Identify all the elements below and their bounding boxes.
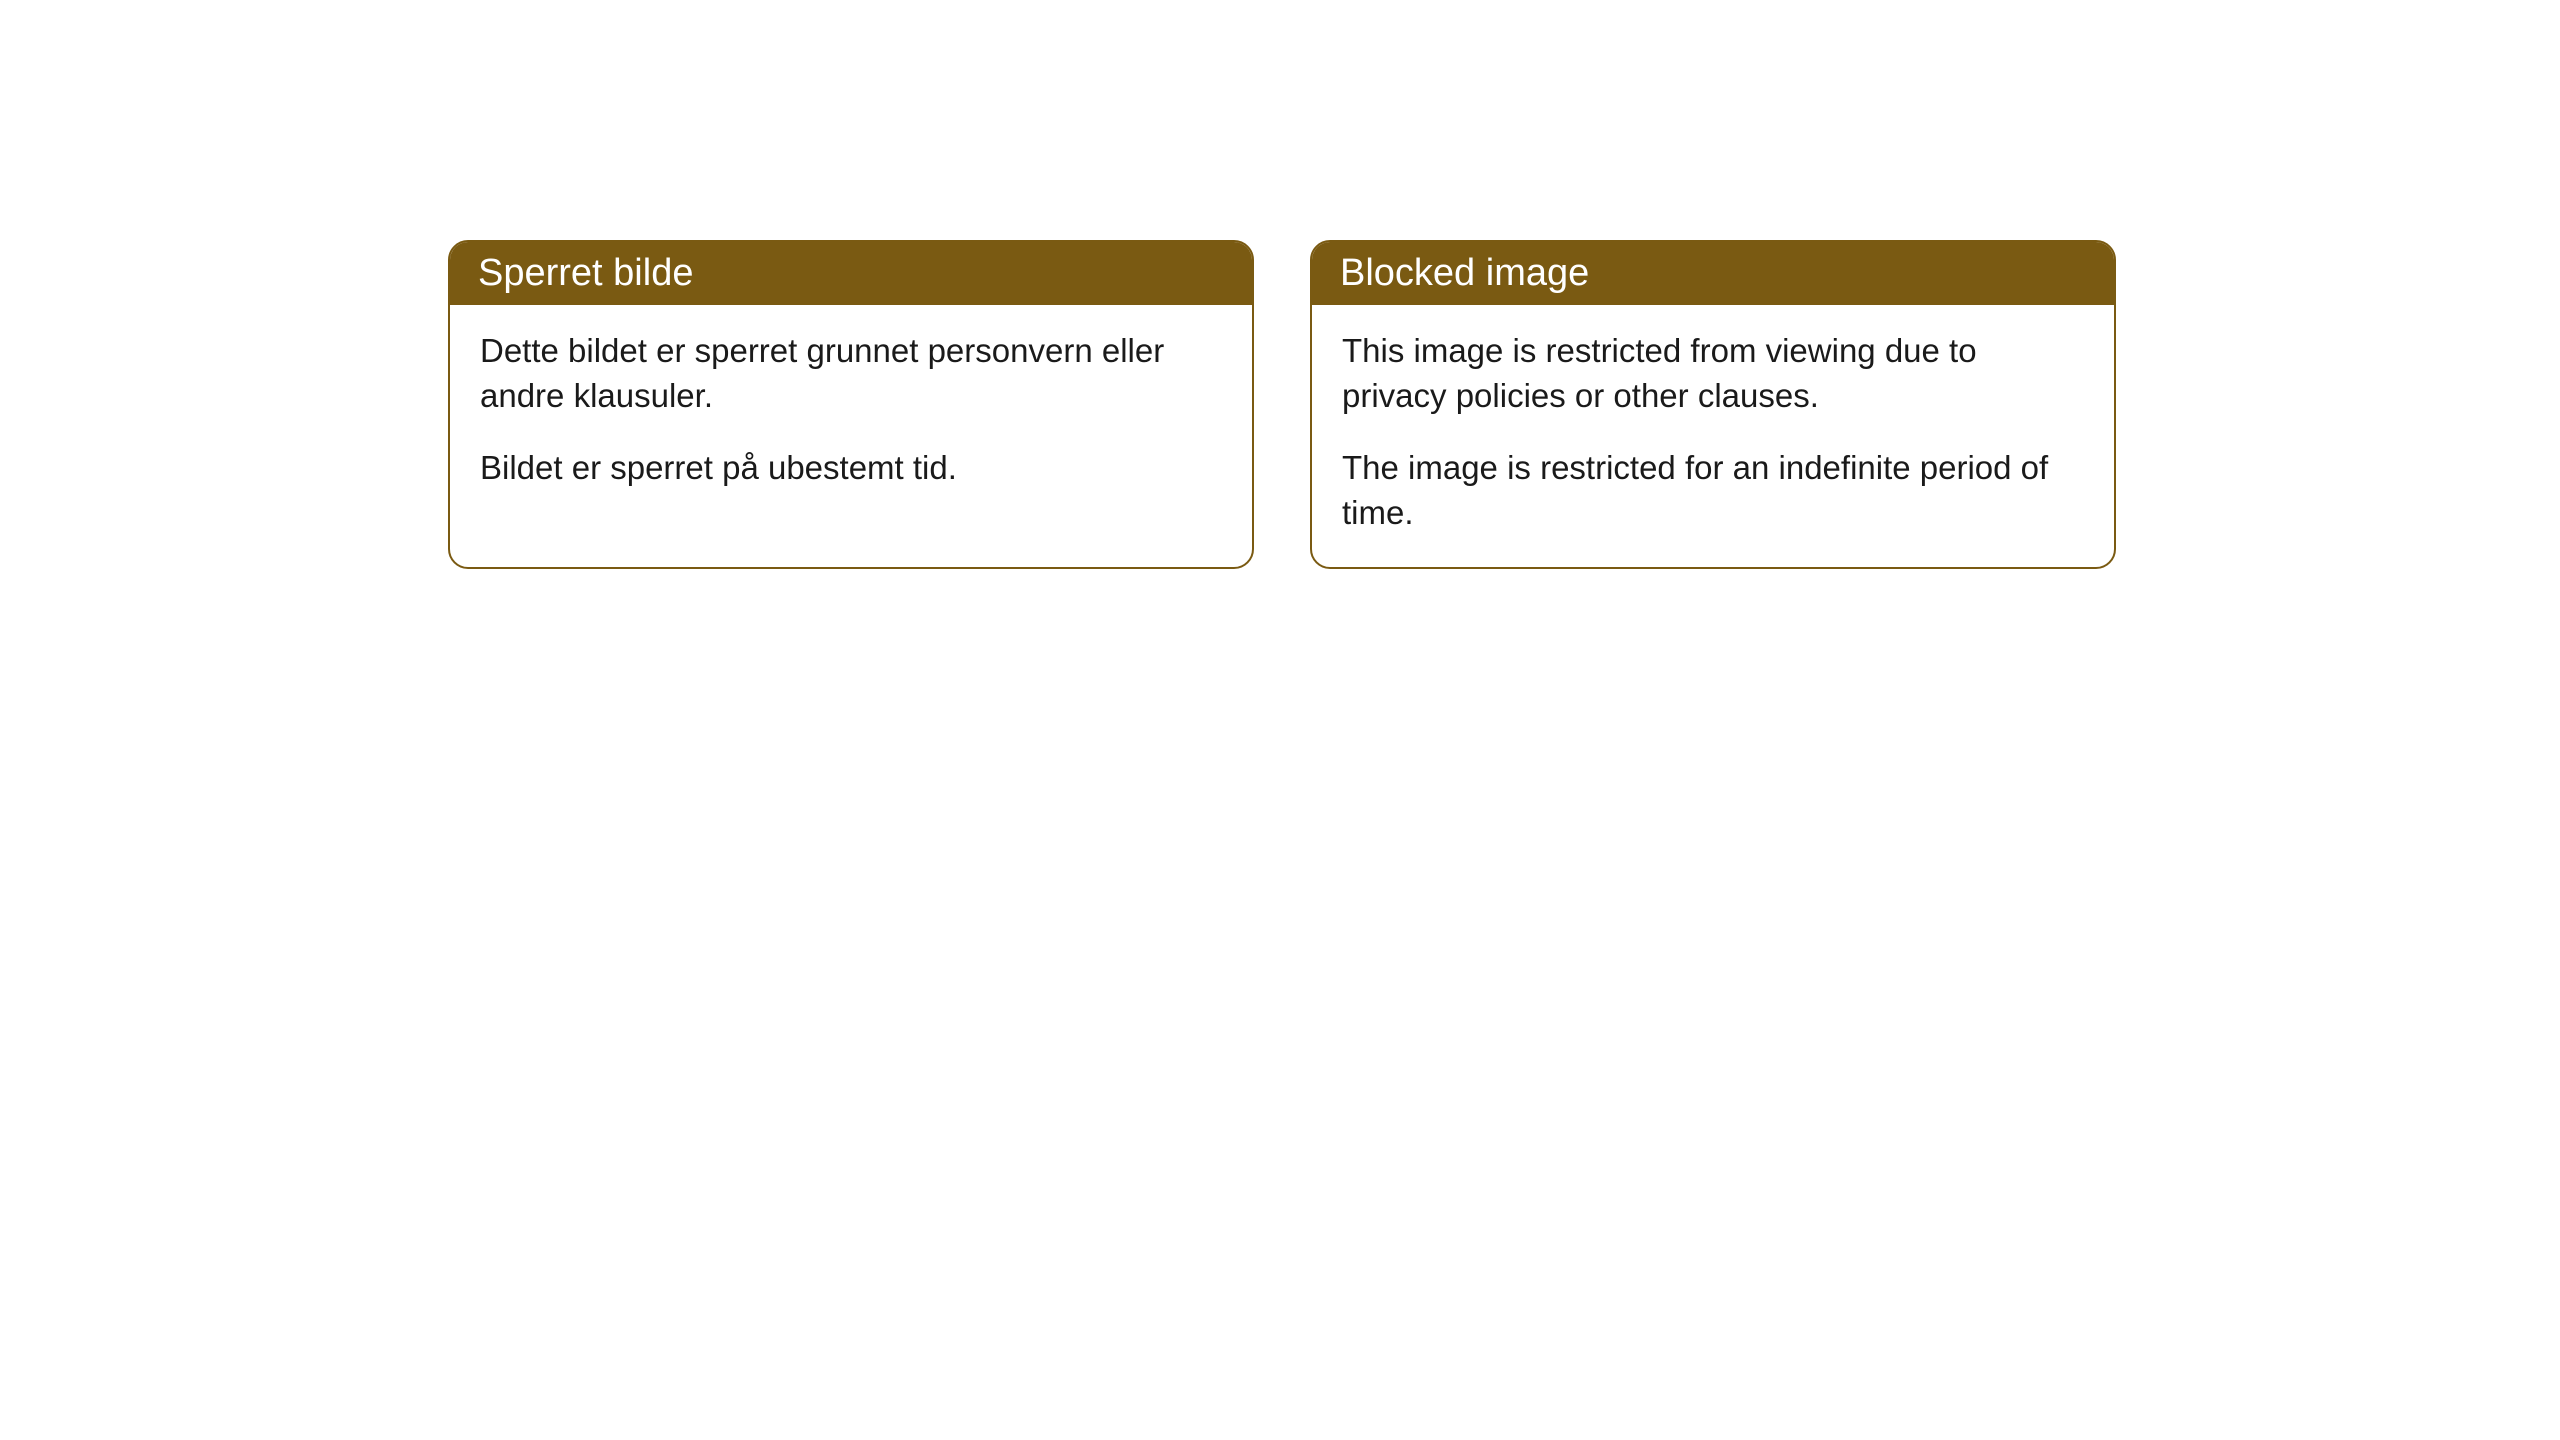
notice-card-norwegian: Sperret bilde Dette bildet er sperret gr…	[448, 240, 1254, 569]
card-paragraph: Bildet er sperret på ubestemt tid.	[480, 446, 1222, 491]
card-body: This image is restricted from viewing du…	[1312, 305, 2114, 567]
notice-card-english: Blocked image This image is restricted f…	[1310, 240, 2116, 569]
notice-cards-container: Sperret bilde Dette bildet er sperret gr…	[448, 240, 2560, 569]
card-title: Blocked image	[1340, 252, 1589, 294]
card-paragraph: This image is restricted from viewing du…	[1342, 329, 2084, 418]
card-title: Sperret bilde	[478, 252, 693, 294]
card-paragraph: Dette bildet er sperret grunnet personve…	[480, 329, 1222, 418]
card-header: Blocked image	[1312, 242, 2114, 305]
card-body: Dette bildet er sperret grunnet personve…	[450, 305, 1252, 523]
card-header: Sperret bilde	[450, 242, 1252, 305]
card-paragraph: The image is restricted for an indefinit…	[1342, 446, 2084, 535]
